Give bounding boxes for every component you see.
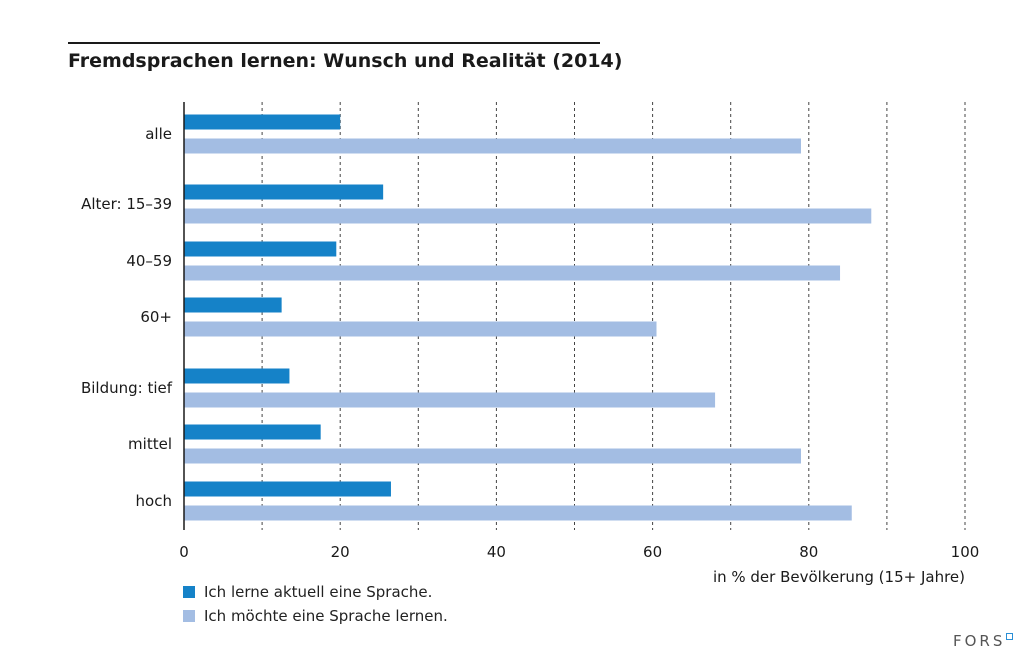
x-tick-label: 60 [643,543,662,561]
legend-item-wish: Ich möchte eine Sprache lernen. [183,604,448,628]
bar-wish-6 [184,505,852,521]
bar-current-0 [184,114,341,130]
bar-wish-5 [184,448,801,464]
category-label: mittel [128,435,172,453]
bar-wish-0 [184,138,801,154]
legend-label-wish: Ich möchte eine Sprache lernen. [204,607,448,625]
category-label: 40–59 [126,252,172,270]
bar-wish-1 [184,208,872,224]
bars [184,114,872,521]
chart-title: Fremdsprachen lernen: Wunsch und Realitä… [68,50,623,72]
category-label: hoch [136,492,172,510]
fors-logo: FORS [953,632,1014,650]
category-label: Bildung: tief [81,379,173,397]
logo-text: FORS [953,632,1006,650]
category-label: Alter: 15–39 [81,195,172,213]
category-label: alle [145,125,172,143]
x-tick-label: 20 [331,543,350,561]
bar-wish-3 [184,321,657,337]
x-tick-label: 40 [487,543,506,561]
bar-current-3 [184,297,282,313]
category-label: 60+ [140,308,172,326]
x-axis-label: in % der Bevölkerung (15+ Jahre) [713,568,965,586]
bar-wish-4 [184,392,716,408]
bar-current-4 [184,368,290,384]
bar-current-2 [184,241,337,257]
legend-swatch-wish [183,610,195,622]
legend-swatch-current [183,586,195,598]
x-tick-label: 80 [799,543,818,561]
logo-dot-icon [1006,633,1014,640]
title-rule [68,42,600,44]
legend: Ich lerne aktuell eine Sprache. Ich möch… [183,580,448,628]
grid-lines [261,102,966,530]
category-labels: alle Alter: 15–39 40–59 60+ Bildung: tief mit… [81,125,173,510]
bar-wish-2 [184,265,841,281]
legend-item-current: Ich lerne aktuell eine Sprache. [183,580,448,604]
bar-current-1 [184,184,384,200]
bar-current-5 [184,424,321,440]
legend-label-current: Ich lerne aktuell eine Sprache. [204,583,433,601]
tick-labels: 0 20 40 60 80 100 [179,543,979,561]
x-tick-label: 100 [951,543,980,561]
bar-current-6 [184,481,391,497]
x-tick-label: 0 [179,543,189,561]
